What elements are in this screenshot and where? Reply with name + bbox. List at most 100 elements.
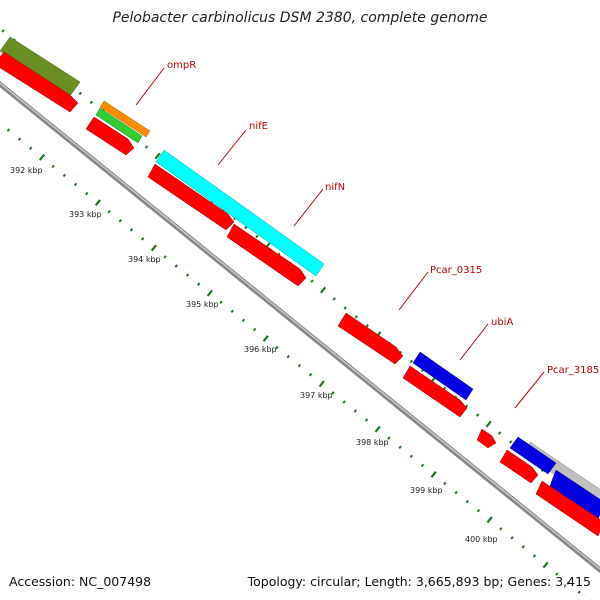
- lower-minor-tick: [510, 536, 514, 540]
- lower-major-tick: [38, 153, 46, 161]
- lower-major-tick: [206, 289, 213, 297]
- upper-minor-tick: [343, 306, 347, 310]
- lower-minor-tick: [532, 554, 537, 558]
- cds-arrow-6[interactable]: [402, 365, 468, 418]
- lower-minor-tick: [163, 255, 167, 259]
- upper-minor-tick: [310, 279, 314, 283]
- callout-ubiA: [459, 323, 489, 361]
- label-callouts: [135, 67, 545, 409]
- blue-feature-1[interactable]: [412, 351, 474, 401]
- cds-arrow-1[interactable]: [0, 51, 79, 113]
- upper-minor-tick: [509, 440, 513, 444]
- tick-label-396: 396 kbp: [244, 345, 277, 354]
- lower-minor-tick: [6, 128, 11, 132]
- lower-minor-tick: [29, 146, 33, 150]
- upper-minor-tick: [409, 359, 414, 364]
- cds-arrow-8[interactable]: [499, 449, 539, 484]
- lower-minor-tick: [342, 400, 346, 404]
- lower-major-tick: [430, 471, 437, 478]
- green-feature[interactable]: [95, 107, 143, 144]
- lower-minor-tick: [409, 454, 413, 459]
- upper-minor-tick: [354, 315, 358, 319]
- upper-minor-tick: [244, 225, 248, 230]
- callout-ompR: [135, 67, 165, 106]
- cds-arrow-5[interactable]: [337, 312, 404, 365]
- gene-labels: ompR nifE nifN Pcar_0315 ubiA Pcar_3185: [167, 60, 599, 376]
- lower-major-tick: [318, 380, 325, 388]
- lower-minor-tick: [17, 137, 22, 141]
- gene-label-nifE[interactable]: nifE: [249, 121, 268, 132]
- lower-minor-tick: [51, 164, 55, 169]
- gene-label-Pcar_3185[interactable]: Pcar_3185: [547, 365, 599, 376]
- lower-minor-tick: [454, 490, 458, 495]
- lower-minor-tick: [476, 508, 481, 513]
- callout-nifN: [293, 188, 324, 227]
- map-title: Pelobacter carbinolicus DSM 2380, comple…: [112, 10, 488, 26]
- gene-label-nifN[interactable]: nifN: [325, 182, 345, 193]
- lower-minor-tick: [107, 209, 111, 214]
- lower-minor-tick: [185, 273, 190, 277]
- gene-label-Pcar_0315[interactable]: Pcar_0315: [430, 265, 482, 276]
- upper-major-tick: [154, 152, 161, 160]
- orange-feature[interactable]: [99, 100, 151, 138]
- backbone-line: [0, 80, 600, 574]
- lower-minor-tick: [387, 436, 391, 440]
- tick-label-397: 397 kbp: [300, 391, 333, 400]
- cds-arrow-3[interactable]: [147, 163, 235, 231]
- lower-minor-tick: [364, 418, 369, 422]
- lower-major-tick: [374, 425, 381, 433]
- tick-label-399: 399 kbp: [410, 486, 443, 495]
- lower-major-tick: [262, 335, 269, 342]
- lower-minor-tick: [219, 300, 223, 304]
- upper-minor-tick: [1, 29, 5, 33]
- upper-major-tick: [320, 286, 327, 294]
- lower-minor-tick: [566, 581, 570, 585]
- lower-minor-tick: [286, 354, 290, 359]
- lower-minor-tick: [275, 345, 279, 350]
- lower-minor-tick: [499, 527, 503, 531]
- upper-minor-tick: [89, 100, 93, 105]
- upper-minor-tick: [255, 234, 259, 239]
- tick-labels: 392 kbp 393 kbp 394 kbp 395 kbp 396 kbp …: [10, 166, 498, 544]
- lower-minor-tick: [420, 463, 425, 468]
- upper-minor-tick: [144, 145, 149, 149]
- lower-minor-tick: [331, 391, 335, 395]
- upper-minor-tick: [365, 324, 369, 328]
- gene-label-ubiA[interactable]: ubiA: [491, 317, 513, 328]
- cds-arrow-9[interactable]: [535, 480, 600, 537]
- gene-label-ompR[interactable]: ompR: [167, 60, 196, 71]
- lower-minor-tick: [465, 499, 469, 504]
- cds-arrow-2[interactable]: [85, 116, 135, 156]
- upper-minor-tick: [78, 91, 82, 96]
- cds-arrow-7[interactable]: [476, 428, 497, 449]
- blue-feature-2[interactable]: [509, 436, 557, 475]
- lower-minor-tick: [443, 481, 447, 486]
- tick-label-400: 400 kbp: [465, 535, 498, 544]
- upper-minor-tick: [332, 297, 336, 301]
- lower-minor-tick: [62, 173, 67, 178]
- tick-label-395: 395 kbp: [186, 300, 219, 309]
- lower-minor-tick: [308, 373, 313, 377]
- lower-major-tick: [486, 516, 493, 524]
- lower-minor-tick: [252, 327, 257, 332]
- tick-label-393: 393 kbp: [69, 210, 102, 219]
- lower-minor-tick: [174, 264, 178, 268]
- lower-minor-tick: [398, 445, 402, 449]
- tick-label-398: 398 kbp: [356, 438, 389, 447]
- lower-minor-tick: [577, 590, 581, 594]
- lower-minor-tick: [73, 182, 78, 187]
- tick-label-392: 392 kbp: [10, 166, 43, 175]
- upper-minor-tick: [475, 413, 480, 417]
- lower-minor-tick: [241, 318, 246, 323]
- callout-Pcar_0315: [398, 271, 429, 311]
- upper-major-tick: [485, 420, 492, 428]
- backbone-highlight: [0, 82, 600, 570]
- cyan-feature[interactable]: [155, 149, 325, 277]
- cds-arrow-4[interactable]: [226, 223, 307, 287]
- lower-minor-tick: [555, 572, 559, 576]
- lower-major-tick: [150, 244, 157, 252]
- lower-major-tick: [542, 561, 549, 569]
- tick-label-394: 394 kbp: [128, 255, 161, 264]
- callout-nifE: [217, 129, 247, 166]
